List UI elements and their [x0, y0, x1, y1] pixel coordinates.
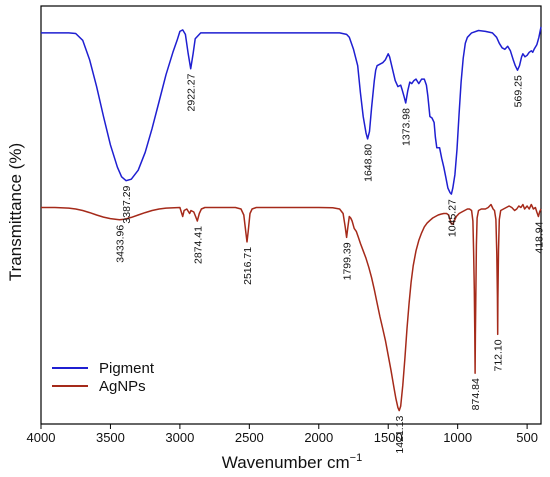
peak-label: 1648.80 [363, 144, 375, 182]
peak-annotations: 3387.29 2922.27 1648.80 1373.98 1045.27 569.2… [115, 73, 546, 453]
legend-label-agnps: AgNPs [99, 378, 146, 395]
peak-label: 1373.98 [401, 108, 413, 146]
x-tick-label: 500 [516, 430, 538, 445]
series-line-agnps [41, 203, 542, 412]
peak-label: 2922.27 [186, 73, 198, 111]
peak-label: 712.10 [493, 339, 505, 371]
peak-label: 874.84 [470, 378, 482, 410]
x-tick-label: 3000 [165, 430, 194, 445]
x-tick-label: 1500 [374, 430, 403, 445]
peak-label: 1421.13 [394, 415, 406, 453]
x-tick-label: 1000 [443, 430, 472, 445]
x-tick-label: 2500 [235, 430, 264, 445]
peak-label: 1045.27 [446, 199, 458, 237]
series-layer [41, 26, 542, 412]
peak-label: 2874.41 [192, 226, 204, 264]
peak-label: 2516.71 [242, 247, 254, 285]
peak-label: 418.94 [533, 221, 545, 253]
x-axis-title: Wavenumber cm−1 [222, 452, 362, 472]
peak-label: 1799.39 [342, 242, 354, 280]
peak-label: 3433.96 [115, 225, 127, 263]
series-line-pigment [41, 26, 542, 195]
x-tick-label: 3500 [96, 430, 125, 445]
x-tick-label: 4000 [27, 430, 56, 445]
x-tick-label: 2000 [304, 430, 333, 445]
y-axis-title: Transmittance (%) [6, 143, 25, 281]
x-axis: 4000 3500 3000 2500 2000 1500 1000 500 [27, 424, 538, 445]
peak-label: 3387.29 [121, 185, 133, 223]
plot-area [40, 5, 542, 425]
peak-label: 569.25 [513, 75, 525, 107]
legend-label-pigment: Pigment [99, 360, 155, 377]
legend: Pigment AgNPs [52, 360, 155, 395]
plot-frame [40, 5, 542, 425]
